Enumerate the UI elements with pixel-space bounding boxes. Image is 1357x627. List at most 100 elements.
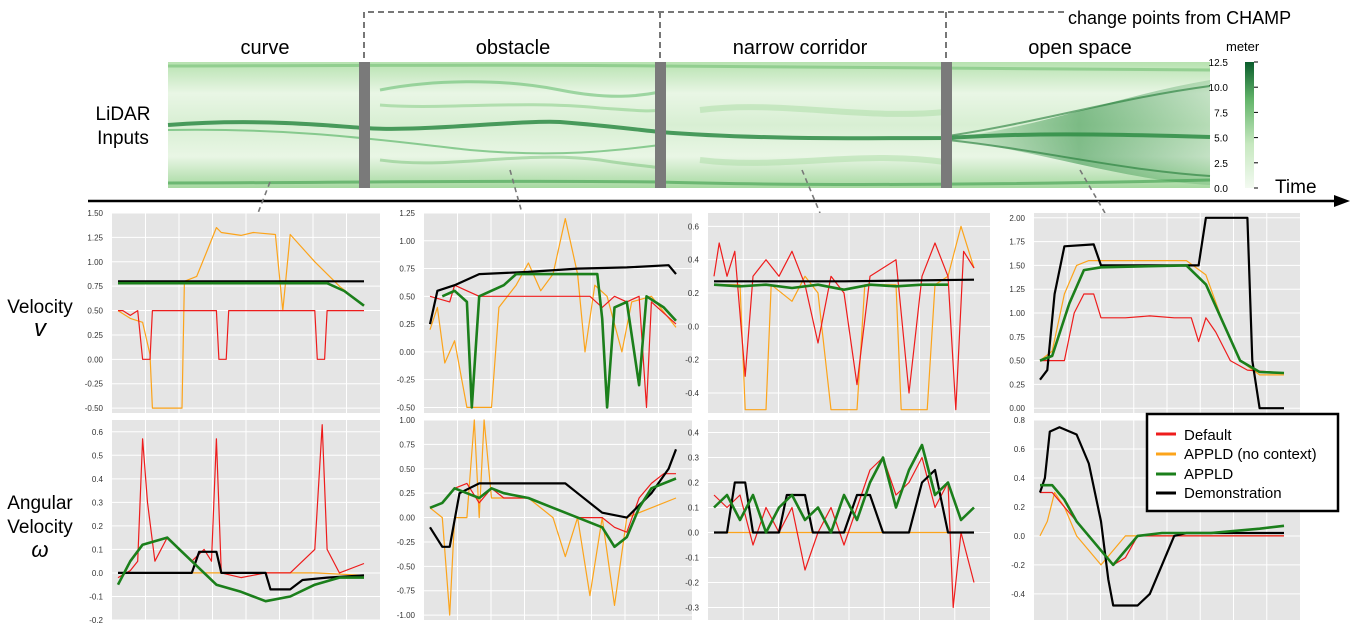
series-line-appld [441,272,677,409]
y-tick-label: 0.6 [1014,445,1026,454]
y-tick-label: -0.3 [685,604,699,613]
y-tick-label: 1.50 [87,209,103,218]
time-axis [88,195,1350,207]
segment-title-narrow-corridor: narrow corridor [733,37,868,59]
panel-velocity-open-space: 2.00 1.75 1.50 1.25 1.00 0.75 0.50 0.25 0.00 [1009,213,1300,413]
y-tick-label: 0.4 [688,429,700,438]
series-line-appld [429,477,677,549]
legend-label-appld-no-context: APPLD (no context) [1184,446,1317,463]
y-tick-label: -0.2 [685,356,699,365]
y-tick-label: 0.50 [1009,357,1025,366]
y-tick-label: 0.4 [92,475,104,484]
panel-velocity-obstacle: 1.25 1.00 0.75 0.50 0.25 0.00 -0.25 -0.50 [397,209,692,413]
lidar-label-line1: LiDAR [96,104,151,125]
colorbar-tick-label: 2.5 [1214,159,1228,170]
y-tick-label: -0.1 [685,554,699,563]
series-line-appld [118,281,365,307]
series-line-default [1040,491,1284,566]
y-tick-label: 0.2 [688,289,700,298]
y-tick-label: 0.0 [1014,532,1026,541]
y-tick-label: 0.75 [399,265,415,274]
series-line-default [1040,293,1285,374]
y-tick-label: 0.00 [399,514,415,523]
y-tick-label: 0.6 [92,428,104,437]
panel-angular-obstacle: 1.00 0.75 0.50 0.25 0.00 -0.25 -0.50 -0.75 -1.00 [397,416,692,620]
series-line-appld-no-context [714,225,975,411]
y-tick-label: 0.25 [87,331,103,340]
y-tick-label: 0.1 [92,545,104,554]
changepoint-bar-1 [359,62,370,188]
colorbar-tick-label: 12.5 [1209,58,1229,69]
legend-label-demonstration: Demonstration [1184,485,1282,502]
y-tick-label: 0.50 [399,292,415,301]
colorbar-tick-label: 5.0 [1214,134,1228,145]
y-tick-label: 0.00 [87,355,103,364]
y-tick-label: 0.8 [1014,416,1026,425]
y-tick-label: 0.6 [688,222,700,231]
y-tick-label: -0.50 [397,562,416,571]
y-tick-label: 1.25 [399,209,415,218]
changepoint-annotation: change points from CHAMP [1068,8,1291,28]
y-tick-label: -0.1 [89,592,103,601]
series-line-appld [1040,483,1285,567]
y-tick-label: -0.2 [685,579,699,588]
velocity-label: Velocity [7,297,73,318]
y-tick-label: 1.00 [1009,309,1025,318]
colorbar-tick-label: 10.0 [1209,83,1229,94]
series-line-demonstration [1038,426,1284,607]
y-tick-label: -0.25 [397,538,416,547]
y-tick-label: 0.00 [1009,404,1025,413]
series-line-demonstration [714,468,974,534]
series-line-appld [1039,264,1285,375]
colorbar: meter 12.5 10.0 7.5 5.0 2.5 0.0 [1209,39,1260,195]
colorbar-tick-label: 0.0 [1214,184,1228,195]
y-tick-label: 0.4 [1014,474,1026,483]
colorbar-tick-label: 7.5 [1214,108,1228,119]
y-tick-label: 1.00 [87,258,103,267]
y-tick-label: 0.25 [399,489,415,498]
y-tick-label: 0.75 [399,440,415,449]
changepoint-bar-3 [941,62,952,188]
y-tick-label: 0.3 [688,454,700,463]
series-line-demonstration [118,550,365,591]
y-tick-label: 0.5 [92,451,104,460]
y-tick-label: -0.25 [397,376,416,385]
panel-angular-narrow-corridor: 0.4 0.3 0.2 0.1 0.0 -0.1 -0.2 -0.3 [685,420,990,620]
panel-velocity-narrow-corridor: 0.6 0.4 0.2 0.0 -0.2 -0.4 [685,213,990,413]
y-tick-label: 0.75 [1009,333,1025,342]
series-line-appld [713,443,975,534]
y-tick-label: 1.25 [87,233,103,242]
angular-label-line1: Angular [7,493,73,514]
series-line-default [429,284,677,408]
y-tick-label: -0.2 [89,616,103,625]
y-tick-label: 1.00 [399,237,415,246]
series-line-appld-no-context [429,218,677,408]
y-tick-label: 0.1 [688,504,700,513]
panel-leaders [257,169,1106,214]
y-tick-label: 0.0 [688,322,700,331]
lidar-label-line2: Inputs [97,128,149,149]
y-tick-label: 0.2 [92,522,104,531]
legend: Default APPLD (no context) APPLD Demonst… [1145,412,1340,513]
y-tick-label: -0.25 [85,380,104,389]
segment-title-open-space: open space [1028,37,1131,59]
series-line-default [117,424,365,579]
velocity-symbol: v [34,315,48,342]
y-tick-label: 0.3 [92,498,104,507]
y-tick-label: 0.50 [87,307,103,316]
series-line-appld [713,283,948,291]
y-tick-label: 0.0 [92,569,104,578]
y-tick-label: 0.75 [87,282,103,291]
y-tick-label: 0.25 [399,320,415,329]
angular-symbol: ω [31,537,48,562]
y-tick-label: -0.4 [1011,590,1025,599]
y-tick-label: 1.00 [399,416,415,425]
series-line-demonstration [714,278,975,283]
series-line-demonstration [429,448,678,548]
y-tick-label: 2.00 [1009,214,1025,223]
angular-label-line2: Velocity [7,517,73,538]
legend-label-default: Default [1184,427,1232,444]
y-tick-label: 1.25 [1009,285,1025,294]
series-line-default [713,456,975,609]
y-tick-label: 0.0 [688,529,700,538]
